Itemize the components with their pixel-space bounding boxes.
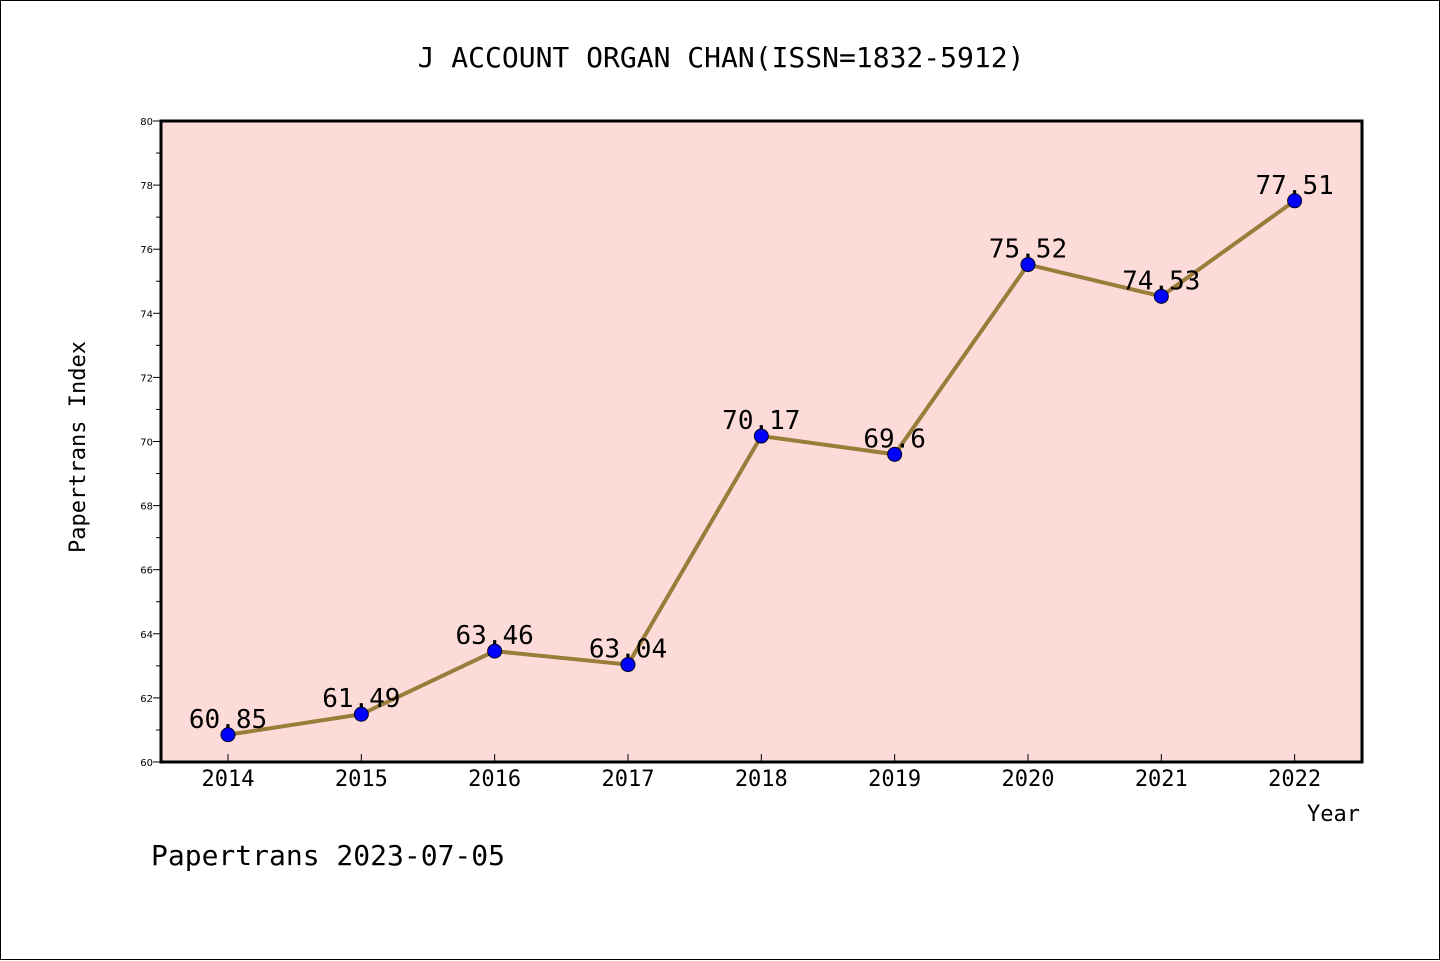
data-point bbox=[620, 657, 636, 673]
x-tick-label: 2017 bbox=[601, 767, 654, 792]
x-tick-label: 2021 bbox=[1135, 767, 1188, 792]
x-tick-label: 2022 bbox=[1268, 767, 1321, 792]
y-tick-label: 76 bbox=[140, 245, 153, 256]
y-tick-label: 72 bbox=[140, 373, 153, 384]
y-tick-label: 70 bbox=[140, 438, 153, 449]
data-point bbox=[353, 706, 369, 722]
data-label: 63.46 bbox=[456, 621, 534, 651]
x-tick-label: 2014 bbox=[202, 767, 255, 792]
chart-title: J ACCOUNT ORGAN CHAN(ISSN=1832-5912) bbox=[418, 41, 1025, 74]
y-tick-label: 64 bbox=[140, 630, 153, 641]
data-label: 77.51 bbox=[1255, 171, 1333, 201]
data-label-group: 60.85 61.49 63.46 63.04 70.17 69.6 75.52 74.53 7… bbox=[189, 171, 1334, 735]
x-tick-label: 2019 bbox=[868, 767, 921, 792]
y-tick-label: 78 bbox=[140, 181, 153, 192]
data-point bbox=[1153, 288, 1169, 304]
data-point bbox=[220, 727, 236, 743]
data-label: 69.6 bbox=[863, 424, 926, 454]
y-tick-label: 66 bbox=[140, 566, 153, 577]
data-point bbox=[1020, 257, 1036, 273]
y-tick-label: 80 bbox=[140, 117, 153, 128]
data-label: 61.49 bbox=[322, 684, 400, 714]
y-tick-label: 74 bbox=[140, 309, 153, 320]
data-point bbox=[753, 428, 769, 444]
x-tick-label: 2016 bbox=[468, 767, 521, 792]
x-axis-label: Year bbox=[1307, 802, 1360, 827]
x-axis: 2014 2015 2016 2017 2018 2019 2020 2021 2022 bbox=[202, 754, 1321, 792]
y-tick-label: 68 bbox=[140, 502, 153, 513]
data-label: 63.04 bbox=[589, 635, 667, 665]
data-label: 75.52 bbox=[989, 235, 1067, 265]
data-point bbox=[887, 446, 903, 462]
y-axis: 60 62 64 66 68 70 72 74 76 78 80 bbox=[140, 117, 161, 769]
y-tick-label: 60 bbox=[140, 758, 153, 769]
x-tick-label: 2015 bbox=[335, 767, 388, 792]
data-point bbox=[487, 643, 503, 659]
footer-text: Papertrans 2023-07-05 bbox=[151, 839, 505, 872]
data-label: 70.17 bbox=[722, 406, 800, 436]
x-tick-label: 2018 bbox=[735, 767, 788, 792]
x-tick-label: 2020 bbox=[1001, 767, 1054, 792]
series-line-group bbox=[220, 193, 1303, 743]
data-label: 74.53 bbox=[1122, 266, 1200, 296]
data-label: 60.85 bbox=[189, 705, 267, 735]
y-axis-label: Papertrans Index bbox=[66, 341, 91, 553]
y-tick-label: 62 bbox=[140, 694, 153, 705]
data-point bbox=[1287, 193, 1303, 209]
